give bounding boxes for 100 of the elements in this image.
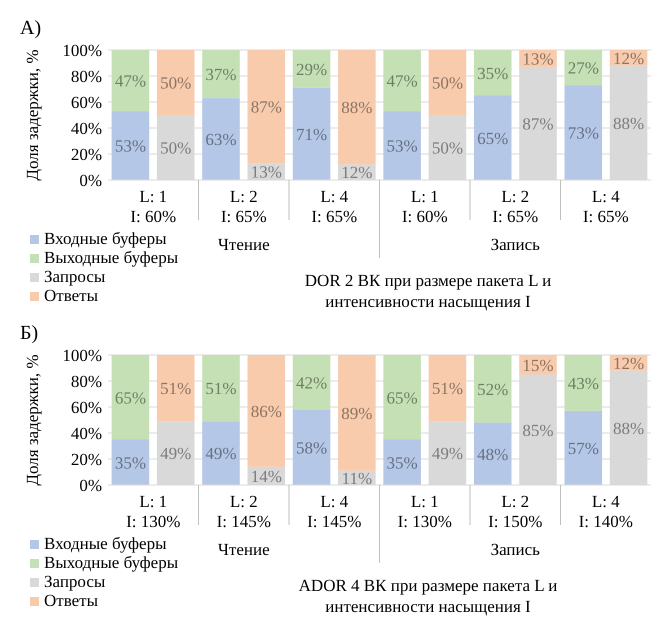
bar	[156, 355, 194, 422]
legend-label: Ответы	[44, 286, 99, 305]
data-label: 11%	[342, 468, 372, 488]
data-label: 42%	[296, 373, 328, 392]
bar	[474, 50, 512, 96]
data-label: 47%	[114, 72, 146, 91]
data-label: 12%	[341, 163, 372, 182]
data-label: 48%	[477, 444, 508, 464]
bar	[247, 50, 286, 164]
bar	[428, 50, 466, 115]
bar	[564, 355, 602, 411]
bar	[156, 50, 194, 115]
bar	[474, 355, 512, 423]
bar	[338, 50, 376, 164]
bar	[474, 422, 512, 485]
data-label: 88%	[341, 98, 372, 118]
data-label: 49%	[160, 444, 192, 464]
bar	[202, 50, 240, 98]
legend-label: Ответы	[44, 591, 99, 610]
y-tick-label: 100%	[62, 41, 102, 60]
legend-label: Выходные буферы	[44, 553, 179, 572]
legend-label: Запросы	[44, 572, 106, 591]
data-label: 50%	[160, 138, 192, 158]
bar	[383, 111, 421, 180]
x-axis-title: DOR 2 ВК при размере пакета L и интенсивности насыщения I	[304, 271, 552, 311]
y-tick-label: 80%	[70, 67, 102, 86]
data-label: 14%	[250, 466, 282, 486]
data-label: 53%	[386, 136, 418, 156]
text: Запись	[490, 235, 540, 254]
y-axis-title: Доля задержки, %	[23, 354, 42, 486]
bar	[428, 355, 466, 422]
data-label: 35%	[477, 64, 508, 83]
data-label: 35%	[114, 453, 146, 472]
data-label: 49%	[205, 444, 237, 464]
x-tick-label: L: 4 I: 145%	[307, 492, 362, 531]
legend-label: Входные буферы	[44, 534, 168, 553]
data-label: 53%	[114, 136, 146, 156]
data-label: 51%	[205, 379, 237, 398]
x-tick-label: L: 1 I: 60%	[402, 187, 448, 226]
x-tick-label: L: 2 I: 65%	[220, 187, 267, 226]
data-label: 37%	[205, 65, 237, 84]
y-tick-label: 0%	[79, 476, 102, 495]
x-tick-label: L: 4 I: 65%	[582, 187, 629, 226]
y-axis-title: Доля задержки, %	[23, 49, 42, 181]
x-tick-label: L: 2 I: 150%	[488, 492, 542, 531]
text: Запись	[490, 540, 540, 559]
bar	[112, 440, 150, 485]
data-label: 49%	[432, 444, 464, 464]
bar	[202, 355, 240, 422]
y-tick-label: 20%	[70, 450, 102, 469]
chart-title: А)	[20, 17, 42, 39]
x-tick-label: L: 1 I: 130%	[126, 492, 180, 531]
y-tick-label: 80%	[70, 372, 102, 391]
x-axis-title: ADOR 4 ВК при размере пакета L и интенсивности насыщения I	[298, 576, 558, 616]
data-label: 50%	[432, 138, 464, 158]
chart-title: Б)	[20, 322, 38, 344]
data-label: 12%	[612, 354, 644, 373]
data-label: 73%	[568, 124, 599, 143]
data-label: 47%	[386, 72, 418, 91]
data-label: 57%	[568, 438, 599, 458]
y-tick-label: 0%	[79, 171, 102, 190]
bar	[338, 355, 376, 471]
legend-label: Выходные буферы	[44, 248, 179, 267]
text: Чтение	[218, 235, 270, 254]
data-label: 13%	[250, 162, 282, 182]
bar	[383, 440, 421, 485]
x-tick-label: L: 2 I: 145%	[216, 492, 271, 531]
x-tick-label: L: 4 I: 65%	[311, 187, 358, 226]
bar	[202, 98, 240, 180]
data-label: 87%	[522, 114, 554, 134]
y-tick-label: 60%	[70, 93, 102, 112]
data-label: 89%	[341, 404, 372, 423]
data-label: 65%	[477, 128, 508, 148]
data-label: 50%	[160, 74, 192, 92]
y-tick-label: 20%	[70, 145, 102, 164]
data-label: 52%	[477, 380, 508, 399]
data-label: 43%	[568, 374, 599, 393]
legend-label: Входные буферы	[44, 229, 168, 248]
y-tick-label: 100%	[62, 346, 102, 365]
data-label: 12%	[612, 48, 644, 68]
x-tick-label: L: 4 I: 140%	[578, 492, 633, 531]
data-label: 87%	[250, 98, 282, 117]
bar	[383, 50, 421, 112]
data-label: 63%	[205, 130, 237, 150]
y-tick-label: 60%	[70, 398, 102, 417]
x-tick-label: L: 1 I: 130%	[398, 492, 452, 531]
data-label: 85%	[522, 420, 554, 440]
data-label: 29%	[296, 60, 328, 79]
bar	[247, 355, 286, 467]
bar	[112, 111, 150, 180]
bar	[112, 355, 150, 440]
x-tick-label: L: 2 I: 65%	[492, 187, 538, 226]
bar	[564, 85, 602, 180]
bar	[383, 355, 421, 440]
x-tick-label: L: 1 I: 60%	[130, 187, 176, 226]
data-label: 65%	[386, 388, 418, 408]
data-label: 50%	[432, 74, 464, 92]
bar	[292, 88, 330, 180]
data-label: 15%	[522, 356, 554, 375]
legend-label: Запросы	[44, 267, 106, 286]
